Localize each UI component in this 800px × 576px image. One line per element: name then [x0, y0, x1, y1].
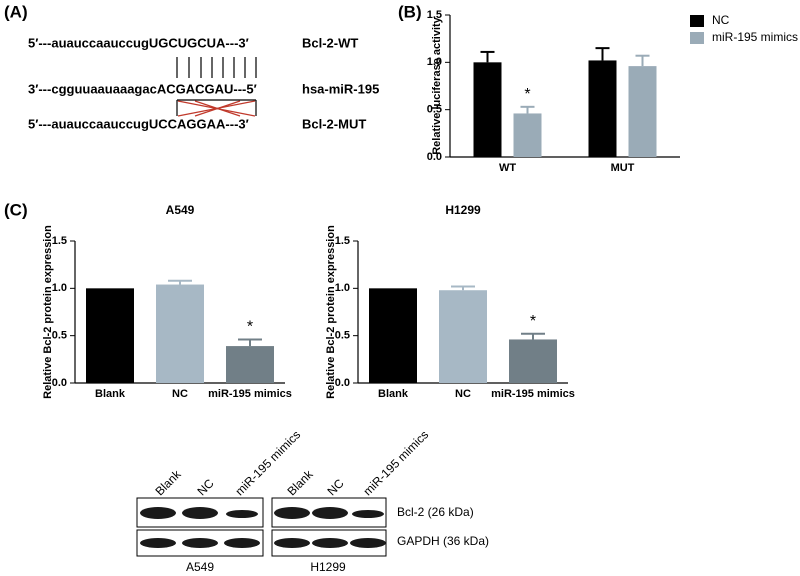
panel-label: (C)	[4, 200, 28, 219]
legend-swatch	[690, 32, 704, 44]
row-label: Bcl-2 (26 kDa)	[397, 505, 474, 519]
cell-line-label: A549	[186, 560, 214, 574]
bar	[226, 346, 274, 383]
y-axis-label: Relative Bcl-2 protein expression	[325, 225, 337, 399]
bar	[509, 339, 557, 383]
bar	[588, 60, 617, 157]
legend-label: NC	[712, 13, 730, 27]
lane-label: NC	[324, 476, 346, 498]
bar	[439, 290, 487, 383]
bar	[628, 66, 657, 157]
x-tick-label: MUT	[611, 162, 635, 174]
significance-mark: *	[530, 313, 536, 330]
sequence: 3′---cgguuaauaaagacACGACGAU---5′	[28, 81, 257, 96]
x-tick-label: Blank	[378, 388, 409, 400]
bar	[156, 284, 204, 383]
western-blot: Blank NC miR-195 mimics Blank NC miR-195…	[136, 428, 489, 574]
x-tick-label: miR-195 mimics	[208, 388, 292, 400]
bar	[473, 62, 502, 158]
sequence-name: Bcl-2-MUT	[302, 116, 366, 131]
sequence-name: Bcl-2-WT	[302, 35, 358, 50]
y-tick-label: 1.0	[427, 56, 442, 68]
mutation-cross	[177, 100, 256, 117]
legend-label: miR-195 mimics	[712, 30, 798, 44]
legend-swatch	[690, 15, 704, 27]
sequence: 5′---auauccaauccugUGCUGCUA---3′	[28, 35, 249, 50]
y-tick-label: 0.0	[427, 151, 442, 163]
bar	[86, 288, 134, 383]
lane-label: NC	[194, 476, 216, 498]
x-tick-label: WT	[499, 162, 516, 174]
y-tick-label: 0.0	[52, 377, 67, 389]
pairing-lines	[176, 57, 257, 116]
lane-label: miR-195 mimics	[360, 428, 431, 499]
sequence-name: hsa-miR-195	[302, 81, 379, 96]
y-tick-label: 0.5	[52, 330, 67, 342]
y-tick-label: 1.5	[427, 9, 442, 21]
significance-mark: *	[247, 319, 253, 336]
y-tick-label: 0.5	[335, 330, 350, 342]
panel-label: (A)	[4, 2, 28, 21]
chart-title: H1299	[445, 203, 481, 217]
x-tick-label: Blank	[95, 388, 126, 400]
y-axis-label: Relative Bcl-2 protein expression	[42, 225, 54, 399]
x-tick-label: miR-195 mimics	[491, 388, 575, 400]
chart-title: A549	[166, 203, 195, 217]
x-tick-label: NC	[172, 388, 188, 400]
bar	[369, 288, 417, 383]
lane-label: Blank	[284, 467, 316, 499]
bar	[513, 113, 542, 157]
y-tick-label: 1.0	[335, 282, 350, 294]
lane-label: Blank	[152, 467, 184, 499]
panel-label: (B)	[398, 2, 422, 21]
y-tick-label: 0.5	[427, 104, 442, 116]
y-tick-label: 0.0	[335, 377, 350, 389]
bands	[140, 507, 386, 548]
row-label: GAPDH (36 kDa)	[397, 534, 489, 548]
sequence: 5′---auauccaauccugUCCAGGAA---3′	[28, 116, 249, 131]
y-tick-label: 1.0	[52, 282, 67, 294]
x-tick-label: NC	[455, 388, 471, 400]
y-axis-label: Relative luciferase activity	[431, 16, 443, 154]
cell-line-label: H1299	[310, 560, 346, 574]
significance-mark: *	[524, 86, 530, 103]
y-tick-label: 1.5	[52, 235, 67, 247]
y-tick-label: 1.5	[335, 235, 350, 247]
